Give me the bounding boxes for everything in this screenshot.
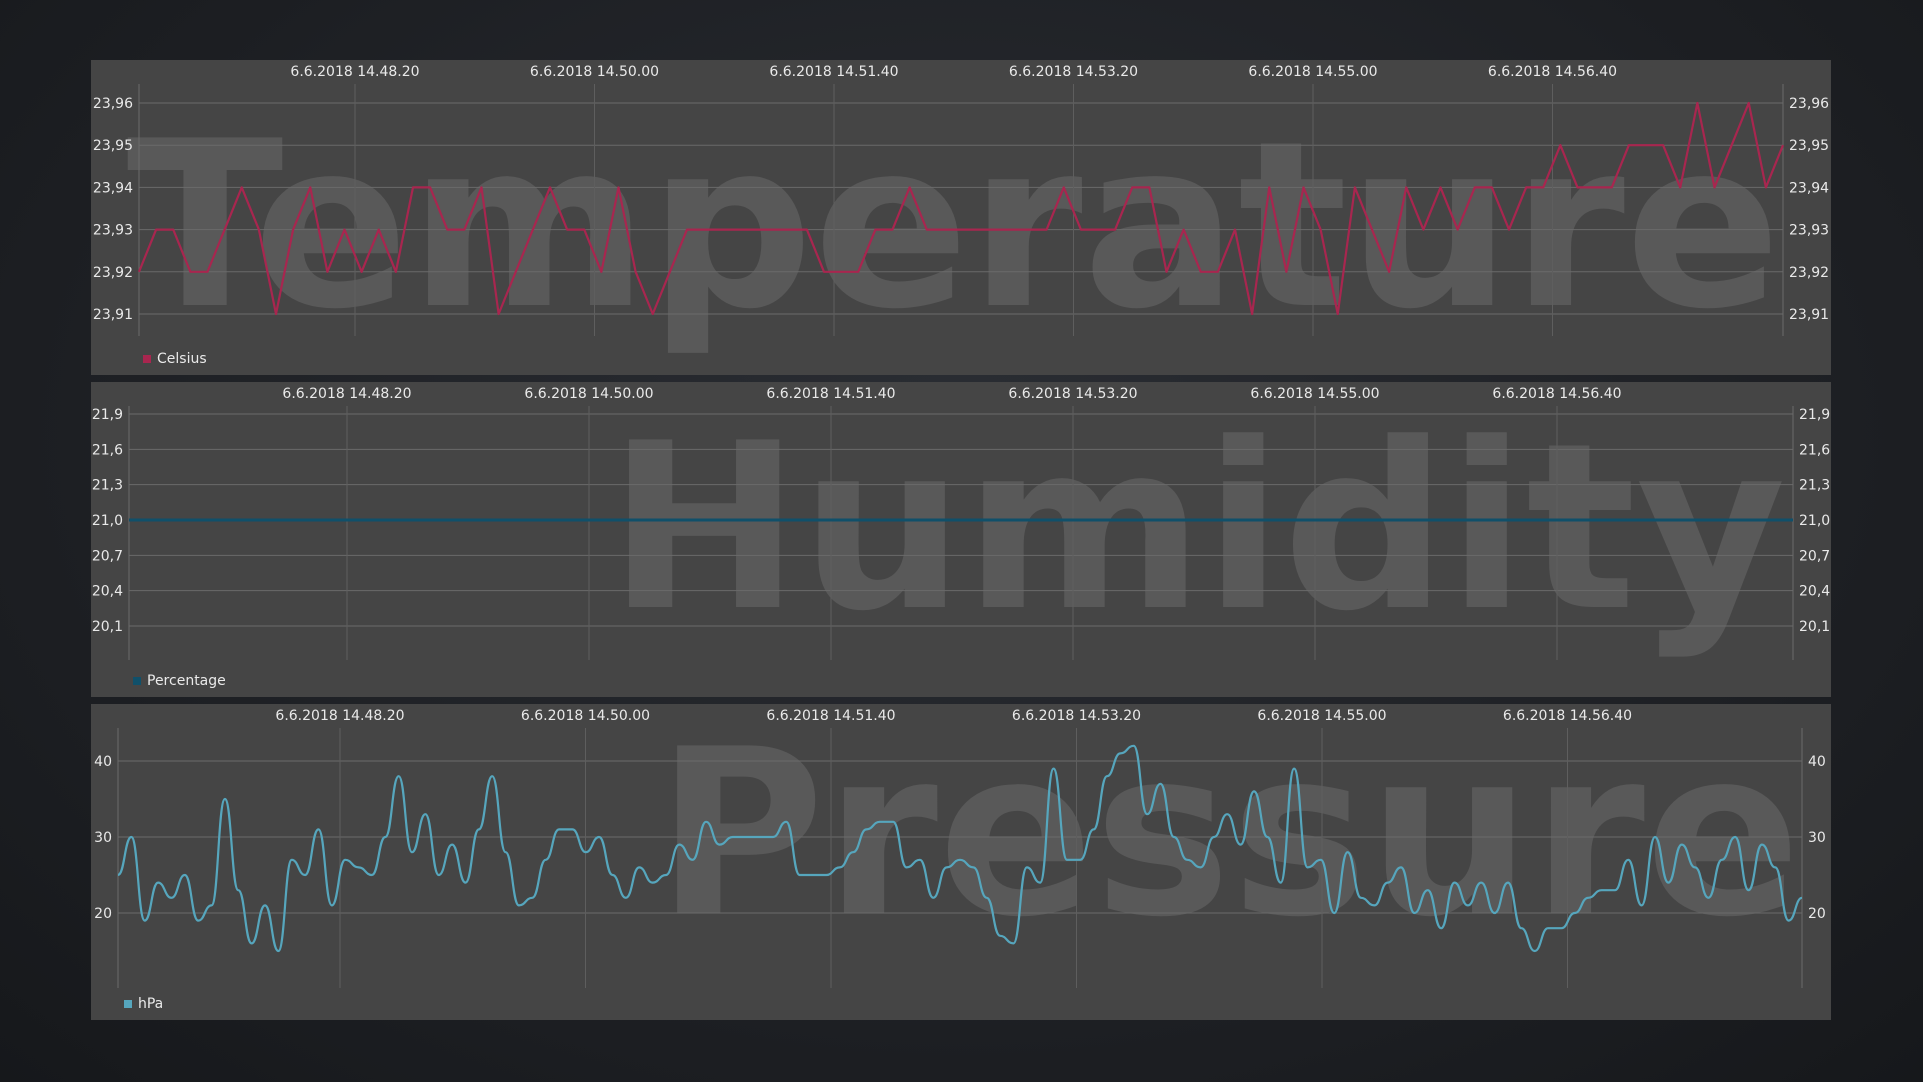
y-tick-label: 20,1 — [92, 619, 123, 635]
x-tick-label: 6.6.2018 14.48.20 — [282, 386, 411, 402]
y-tick-label-right: 23,96 — [1789, 96, 1829, 112]
y-tick-label-right: 20,4 — [1799, 584, 1830, 600]
legend-swatch — [143, 355, 151, 363]
y-tick-label: 23,93 — [93, 223, 133, 239]
x-tick-label: 6.6.2018 14.53.20 — [1008, 386, 1137, 402]
x-tick-label: 6.6.2018 14.51.40 — [769, 64, 898, 80]
y-tick-label: 23,91 — [93, 307, 133, 323]
x-tick-label: 6.6.2018 14.56.40 — [1488, 64, 1617, 80]
y-tick-label-right: 20,7 — [1799, 548, 1830, 564]
y-tick-label-right: 21,3 — [1799, 478, 1830, 494]
humidity-chart-panel: Humidity 21,9 21,9 21,6 21,6 21,3 21,3 21,0 21,… — [91, 382, 1831, 697]
series-line — [117, 744, 1803, 953]
y-tick-label-right: 21,9 — [1799, 407, 1830, 423]
y-tick-label: 40 — [94, 754, 112, 770]
y-tick-label: 21,6 — [92, 442, 123, 458]
y-tick-label: 21,3 — [92, 478, 123, 494]
temperature-chart-svg: 23,96 23,96 23,95 23,95 23,94 23,94 23,93 23,93… — [93, 64, 1829, 336]
legend-label: Celsius — [157, 351, 207, 367]
x-tick-label: 6.6.2018 14.56.40 — [1503, 708, 1632, 724]
x-tick-label: 6.6.2018 14.51.40 — [766, 386, 895, 402]
y-tick-label: 23,95 — [93, 138, 133, 154]
y-tick-label-right: 20 — [1808, 906, 1826, 922]
x-tick-label: 6.6.2018 14.53.20 — [1009, 64, 1138, 80]
y-tick-label: 23,96 — [93, 96, 133, 112]
y-tick-label-right: 23,92 — [1789, 265, 1829, 281]
x-tick-label: 6.6.2018 14.50.00 — [521, 708, 650, 724]
humidity-chart-svg: 21,9 21,9 21,6 21,6 21,3 21,3 21,0 21,0 20,7 20,7… — [92, 386, 1830, 660]
y-tick-label: 20,7 — [92, 548, 123, 564]
x-tick-label: 6.6.2018 14.53.20 — [1012, 708, 1141, 724]
y-tick-label-right: 23,95 — [1789, 138, 1829, 154]
y-tick-label-right: 23,91 — [1789, 307, 1829, 323]
x-tick-label: 6.6.2018 14.50.00 — [524, 386, 653, 402]
y-tick-label-right: 20,1 — [1799, 619, 1830, 635]
x-tick-label: 6.6.2018 14.55.00 — [1257, 708, 1386, 724]
series-line — [137, 101, 1785, 316]
legend-swatch — [124, 1000, 132, 1008]
x-tick-label: 6.6.2018 14.48.20 — [275, 708, 404, 724]
y-tick-label: 20 — [94, 906, 112, 922]
y-tick-label: 21,0 — [92, 513, 123, 529]
chart-legend[interactable]: Celsius — [143, 351, 207, 367]
pressure-chart-svg: 40 40 30 30 20 20 6.6.2018 14.48.20 6.6.2018 14… — [94, 708, 1826, 988]
y-tick-label: 30 — [94, 830, 112, 846]
y-tick-label-right: 30 — [1808, 830, 1826, 846]
x-tick-label: 6.6.2018 14.50.00 — [530, 64, 659, 80]
chart-legend[interactable]: hPa — [124, 996, 163, 1012]
y-tick-label-right: 21,6 — [1799, 442, 1830, 458]
legend-swatch — [133, 677, 141, 685]
legend-label: hPa — [138, 996, 164, 1012]
pressure-chart-panel: Pressure 40 40 30 30 20 20 6.6.2018 14.48.20 6.… — [91, 704, 1831, 1020]
x-tick-label: 6.6.2018 14.55.00 — [1248, 64, 1377, 80]
x-tick-label: 6.6.2018 14.56.40 — [1492, 386, 1621, 402]
x-tick-label: 6.6.2018 14.55.00 — [1250, 386, 1379, 402]
y-tick-label-right: 21,0 — [1799, 513, 1830, 529]
y-tick-label-right: 23,94 — [1789, 180, 1829, 196]
y-tick-label-right: 40 — [1808, 754, 1826, 770]
temperature-chart-panel: Temperature 23,96 23,96 23,95 23,95 23,94 23,… — [91, 60, 1831, 375]
y-tick-label: 23,92 — [93, 265, 133, 281]
chart-legend[interactable]: Percentage — [133, 673, 226, 689]
y-tick-label: 21,9 — [92, 407, 123, 423]
y-tick-label-right: 23,93 — [1789, 223, 1829, 239]
y-tick-label: 20,4 — [92, 584, 123, 600]
y-tick-label: 23,94 — [93, 180, 133, 196]
x-tick-label: 6.6.2018 14.48.20 — [290, 64, 419, 80]
x-tick-label: 6.6.2018 14.51.40 — [766, 708, 895, 724]
legend-label: Percentage — [147, 673, 226, 689]
